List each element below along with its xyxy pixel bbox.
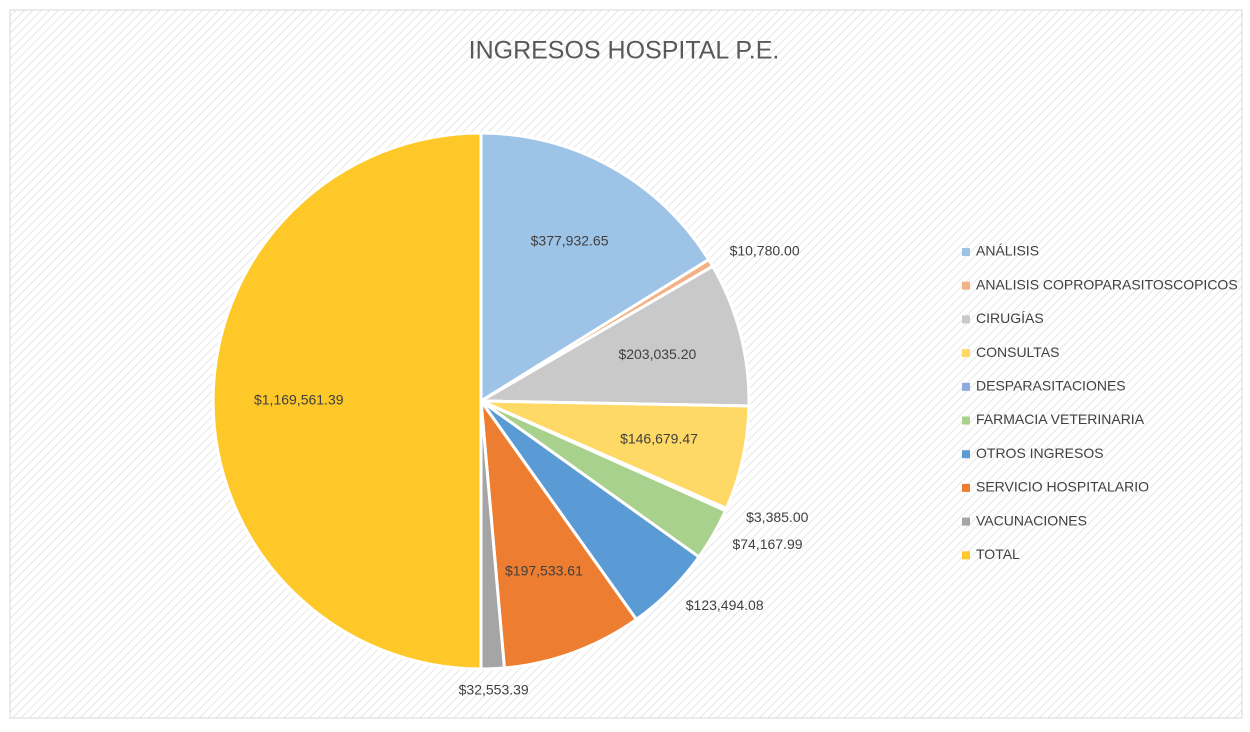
legend-label: ANÁLISIS <box>976 243 1039 259</box>
data-label: $10,780.00 <box>730 242 800 258</box>
data-label: $146,679.47 <box>620 431 698 447</box>
legend-swatch <box>962 450 970 459</box>
legend-swatch <box>962 382 970 391</box>
pie: $377,932.65 $10,780.00 $203,035.20 $146,679… <box>211 131 809 697</box>
pie-slice <box>479 131 711 404</box>
legend-swatch <box>962 416 970 425</box>
legend-swatch <box>962 281 970 290</box>
data-label: $123,494.08 <box>686 597 764 613</box>
data-label: $32,553.39 <box>459 681 529 697</box>
legend-label: SERVICIO HOSPITALARIO <box>976 479 1149 495</box>
legend-swatch <box>962 551 970 560</box>
legend-label: ANALISIS COPROPARASITOSCOPICOS <box>976 276 1238 292</box>
legend-label: DESPARASITACIONES <box>976 378 1126 394</box>
legend-swatch <box>962 483 970 492</box>
data-label: $377,932.65 <box>531 232 609 248</box>
legend-label: VACUNACIONES <box>976 512 1087 528</box>
legend-label: FARMACIA VETERINARIA <box>976 411 1145 427</box>
legend-label: CIRUGÍAS <box>976 310 1044 326</box>
legend: ANÁLISIS ANALISIS COPROPARASITOSCOPICOS CI… <box>962 243 1238 562</box>
legend-swatch <box>962 349 970 358</box>
pie-slice <box>475 264 751 408</box>
data-label: $203,035.20 <box>618 346 696 362</box>
data-label: $74,167.99 <box>732 536 802 552</box>
pie-slice <box>479 395 639 670</box>
pie-slice <box>211 131 483 671</box>
legend-swatch <box>962 517 970 526</box>
legend-label: OTROS INGRESOS <box>976 445 1104 461</box>
chart-title: INGRESOS HOSPITAL P.E. <box>469 37 780 65</box>
data-label: $1,169,561.39 <box>254 392 344 408</box>
data-label: $3,385.00 <box>746 509 808 525</box>
data-label: $197,533.61 <box>505 563 583 579</box>
legend-label: CONSULTAS <box>976 344 1060 360</box>
legend-swatch <box>962 315 970 324</box>
legend-label: TOTAL <box>976 546 1020 562</box>
legend-swatch <box>962 248 970 256</box>
